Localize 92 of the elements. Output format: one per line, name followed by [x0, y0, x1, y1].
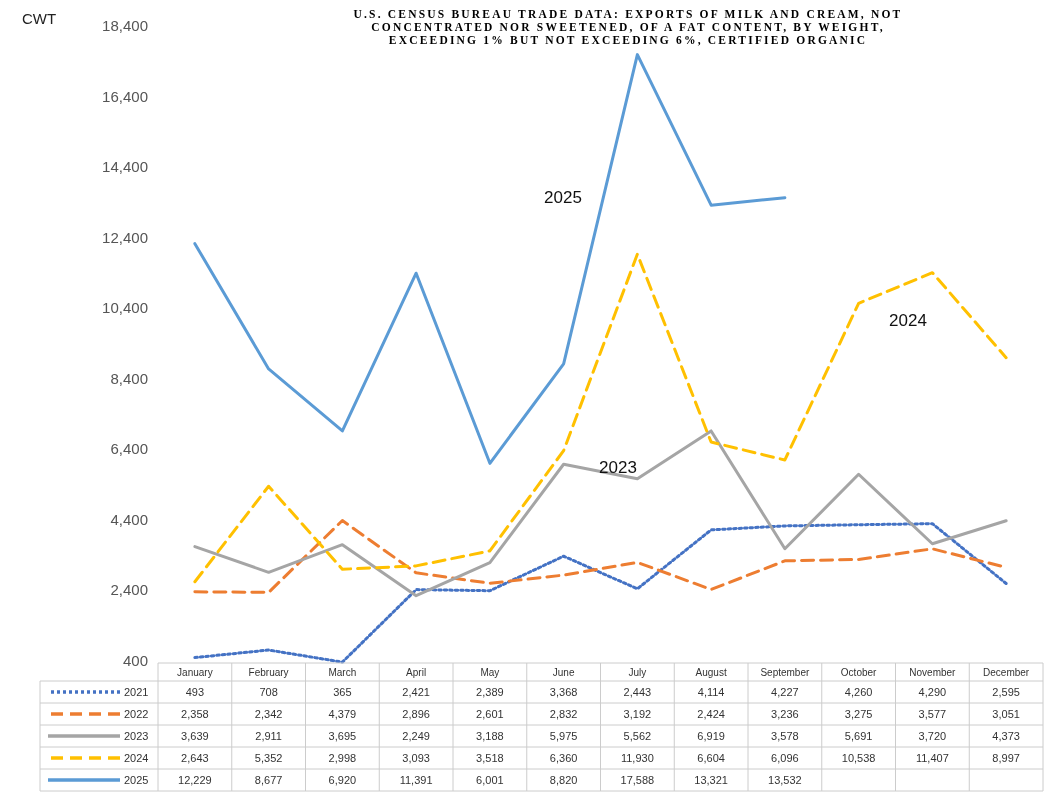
data-label: 11,930: [620, 752, 654, 764]
y-tick-label: 12,400: [102, 228, 148, 246]
x-tick-label: April: [406, 667, 427, 678]
data-label: 4,379: [328, 708, 357, 720]
data-label: 2,421: [402, 686, 430, 698]
data-label: 6,920: [328, 774, 357, 786]
data-label: 708: [259, 686, 278, 698]
legend-label: 2022: [124, 708, 149, 720]
data-label: 4,227: [771, 686, 799, 698]
data-label: 2,389: [476, 686, 504, 698]
data-label: 10,538: [841, 752, 876, 764]
series-label: 2023: [599, 458, 637, 477]
x-tick-label: June: [552, 667, 575, 678]
y-tick-label: 18,400: [102, 17, 148, 34]
x-tick-label: August: [695, 667, 727, 678]
text: 2025: [124, 774, 149, 786]
data-label: 17,588: [620, 774, 655, 786]
data-label: 2,358: [181, 708, 209, 720]
text: 2023: [124, 730, 149, 742]
data-label: 6,001: [476, 774, 504, 786]
y-tick-label: 400: [122, 651, 148, 669]
data-label: 3,639: [181, 730, 209, 742]
data-label: 3,720: [918, 730, 947, 742]
y-axis-title: CWT: [22, 10, 57, 27]
data-label: 8,997: [992, 752, 1020, 764]
y-tick-label: 2,400: [110, 581, 148, 599]
x-tick-label: January: [177, 667, 213, 678]
data-label: 6,096: [771, 752, 799, 764]
data-label: 2,832: [549, 708, 578, 720]
data-label: 3,051: [992, 708, 1020, 720]
legend-label: 2024: [124, 752, 149, 764]
data-label: 3,188: [476, 730, 504, 742]
line-series: [193, 522, 1008, 664]
data-label: 3,093: [402, 752, 430, 764]
data-label: 3,578: [771, 730, 799, 742]
data-label: 4,260: [844, 686, 873, 698]
chart-title: U.S. CENSUS BUREAU TRADE DATA: EXPORTS OF MILK AND CREAM, NOT CONCENTRATED NOR SWEETENED, OF A FAT CONTENT, BY WEIGHT, EXCEEDING 1% BUT NOT EXCEEDING 6%, CERTIFIED ORGANIC: [353, 8, 903, 46]
data-label: 5,975: [549, 730, 578, 742]
x-tick-label: May: [480, 667, 500, 678]
data-label: 5,691: [844, 730, 873, 742]
data-label: 6,360: [549, 752, 578, 764]
data-label: 2,443: [623, 686, 652, 698]
data-label: 365: [333, 686, 352, 698]
legend-label: 2021: [124, 686, 149, 698]
data-label: 11,407: [915, 752, 949, 764]
annotation: 2024: [889, 311, 927, 330]
data-label: 3,695: [328, 730, 357, 742]
data-label: 2,424: [697, 708, 725, 720]
data-label: 4,114: [697, 686, 725, 698]
data-label: 13,532: [768, 774, 802, 786]
data-label: 6,604: [697, 752, 725, 764]
data-label: 3,577: [918, 708, 947, 720]
x-tick-label: September: [760, 667, 810, 678]
data-label: 2,342: [254, 708, 283, 720]
x-tick-label: February: [248, 667, 289, 678]
line-series: [193, 252, 1008, 584]
x-tick-label: July: [628, 667, 647, 678]
data-label: 12,229: [178, 774, 212, 786]
data-label: 2,595: [992, 686, 1020, 698]
x-tick-label: November: [909, 667, 957, 678]
x-tick-label: March: [328, 667, 357, 678]
data-label: 2,896: [402, 708, 430, 720]
data-label: 11,391: [399, 774, 433, 786]
data-label: 493: [185, 686, 205, 698]
data-label: 2,911: [255, 730, 282, 742]
data-label: 2,249: [402, 730, 430, 742]
data-label: 3,192: [623, 708, 652, 720]
data-label: 8,677: [254, 774, 283, 786]
x-tick-label: December: [983, 667, 1030, 678]
data-label: 2,643: [181, 752, 209, 764]
data-label: 4,373: [992, 730, 1020, 742]
data-label: 3,275: [844, 708, 873, 720]
line-series: [193, 429, 1008, 598]
data-label: 5,352: [254, 752, 283, 764]
data-label: 4,290: [918, 686, 947, 698]
y-tick-label: 16,400: [102, 87, 148, 105]
data-label: 2,601: [476, 708, 504, 720]
data-label: 3,518: [476, 752, 504, 764]
x-tick-label: October: [840, 667, 878, 678]
y-tick-label: 10,400: [102, 299, 148, 317]
y-tick-label: 8,400: [110, 369, 148, 387]
y-tick-label: 14,400: [102, 158, 148, 176]
data-label: 6,919: [697, 730, 725, 742]
data-label: 2,998: [328, 752, 357, 764]
y-tick-label: 6,400: [110, 440, 148, 458]
data-label: 3,236: [771, 708, 799, 720]
y-tick-label: 4,400: [110, 510, 148, 528]
data-label: 5,562: [623, 730, 652, 742]
data-label: 8,820: [549, 774, 578, 786]
series-label: 2025: [544, 188, 582, 207]
data-label: 13,321: [694, 774, 728, 786]
data-label: 3,368: [549, 686, 578, 698]
